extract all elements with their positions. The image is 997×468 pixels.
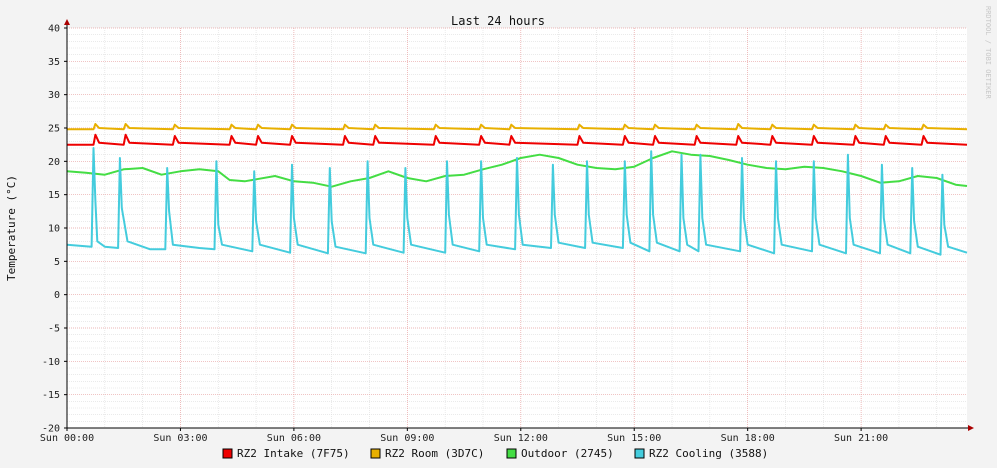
series-line-3 <box>66 150 968 188</box>
y-tick-label: -15 <box>42 390 60 401</box>
chart-title: Last 24 hours <box>451 14 545 28</box>
y-axis-label: Temperature (°C) <box>5 175 18 281</box>
y-tick-label: -20 <box>42 424 60 435</box>
y-tick-label: 0 <box>54 290 60 301</box>
y-tick-label: 5 <box>54 257 60 268</box>
x-tick-label: Sun 21:00 <box>834 433 888 444</box>
legend-label-3: Outdoor (2745) <box>521 447 614 460</box>
legend-label-2: RZ2 Room (3D7C) <box>385 447 484 460</box>
y-tick-label: 35 <box>48 57 60 68</box>
y-axis-arrow <box>64 19 70 25</box>
x-tick-label: Sun 18:00 <box>721 433 775 444</box>
x-axis-arrow <box>968 425 974 431</box>
rrdtool-watermark: RRDTOOL / TOBI OETIKER <box>984 6 992 100</box>
y-tick-label: 20 <box>48 157 60 168</box>
series-line-4 <box>66 147 968 256</box>
y-tick-label: -10 <box>42 357 60 368</box>
series-line-1 <box>67 133 968 146</box>
y-tick-label: 25 <box>48 124 60 135</box>
legend-swatch-2 <box>370 448 381 459</box>
y-tick-label: 30 <box>48 90 60 101</box>
series-lines <box>66 123 968 256</box>
grid-lines <box>66 27 967 429</box>
legend-swatch-1 <box>222 448 233 459</box>
x-tick-label: Sun 03:00 <box>153 433 207 444</box>
x-tick-label: Sun 12:00 <box>494 433 548 444</box>
x-tick-label: Sun 00:00 <box>40 433 94 444</box>
series-line-2 <box>67 123 968 131</box>
y-tick-label: 40 <box>48 24 60 35</box>
legend-label-4: RZ2 Cooling (3588) <box>649 447 768 460</box>
y-tick-labels: 40 35 30 25 20 15 10 5 0 -5 -10 -15 -20 <box>42 24 67 435</box>
y-tick-label: 10 <box>48 224 60 235</box>
legend-label-1: RZ2 Intake (7F75) <box>237 447 350 460</box>
legend: RZ2 Intake (7F75) RZ2 Room (3D7C) Outdoor … <box>222 447 768 460</box>
x-tick-label: Sun 15:00 <box>607 433 661 444</box>
x-tick-label: Sun 06:00 <box>267 433 321 444</box>
x-tick-label: Sun 09:00 <box>380 433 434 444</box>
legend-swatch-4 <box>634 448 645 459</box>
y-tick-label: 15 <box>48 190 60 201</box>
legend-swatch-3 <box>506 448 517 459</box>
y-tick-label: -5 <box>48 324 60 335</box>
x-tick-labels: Sun 00:00 Sun 03:00 Sun 06:00 Sun 09:00 Sun … <box>40 428 888 444</box>
